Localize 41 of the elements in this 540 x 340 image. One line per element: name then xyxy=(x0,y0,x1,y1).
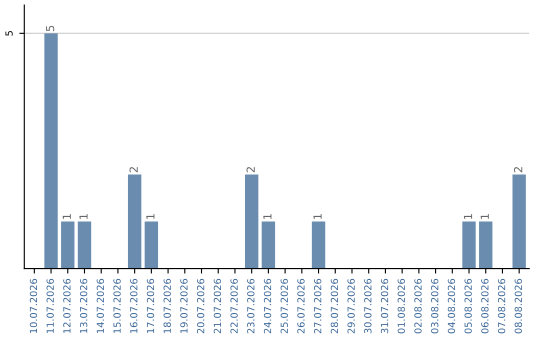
data-label: 1 xyxy=(79,214,88,219)
x-tick-label: 18.07.2026 xyxy=(164,278,171,333)
x-tick-label: 05.08.2026 xyxy=(464,278,472,334)
x-tick-label: 06.08.2026 xyxy=(481,278,489,334)
x-tick-label: 22.07.2026 xyxy=(230,278,238,334)
x-tick-label: 30.07.2026 xyxy=(364,278,372,334)
x-tick-label: 14.07.2026 xyxy=(96,278,104,333)
data-label: 1 xyxy=(464,214,472,219)
x-tick-label: 21.07.2026 xyxy=(214,278,222,334)
x-tick-label: 03.08.2026 xyxy=(431,278,438,334)
x-tick-label: 19.07.2026 xyxy=(180,278,188,333)
x-tick-label: 26.07.2026 xyxy=(297,278,305,334)
data-label: 2 xyxy=(246,167,255,172)
data-label: 1 xyxy=(314,214,322,219)
x-tick-label: 23.07.2026 xyxy=(247,278,254,334)
x-tick-label: 12.07.2026 xyxy=(63,278,71,333)
data-label: 1 xyxy=(263,214,272,219)
x-tick-label: 16.07.2026 xyxy=(130,278,138,333)
data-label: 1 xyxy=(62,214,71,219)
data-label: 2 xyxy=(514,167,522,172)
x-tick-label: 04.08.2026 xyxy=(448,278,456,334)
x-tick-label: 01.08.2026 xyxy=(398,278,405,334)
x-tick-label: 31.07.2026 xyxy=(380,278,388,334)
x-tick-label: 11.07.2026 xyxy=(46,278,54,333)
data-label: 2 xyxy=(129,167,138,172)
x-tick-label: 28.07.2026 xyxy=(330,278,338,334)
data-label: 1 xyxy=(480,214,489,219)
x-tick-label: 29.07.2026 xyxy=(347,278,355,334)
x-tick-label: 25.07.2026 xyxy=(280,278,288,334)
x-tick-label: 24.07.2026 xyxy=(264,278,272,334)
x-tick-label: 10.07.2026 xyxy=(30,278,38,333)
x-tick-label: 20.07.2026 xyxy=(196,278,204,334)
x-tick-label: 17.07.2026 xyxy=(146,278,154,333)
x-tick-label: 02.08.2026 xyxy=(414,278,422,334)
x-tick-label: 08.08.2026 xyxy=(514,278,522,334)
data-label: 5 xyxy=(46,26,54,32)
x-tick-label: 07.08.2026 xyxy=(498,278,506,334)
data-label: 1 xyxy=(146,214,154,219)
x-tick-label: 15.07.2026 xyxy=(113,278,121,333)
x-tick-label: 13.07.2026 xyxy=(80,278,88,333)
x-tick-label: 27.07.2026 xyxy=(314,278,322,334)
